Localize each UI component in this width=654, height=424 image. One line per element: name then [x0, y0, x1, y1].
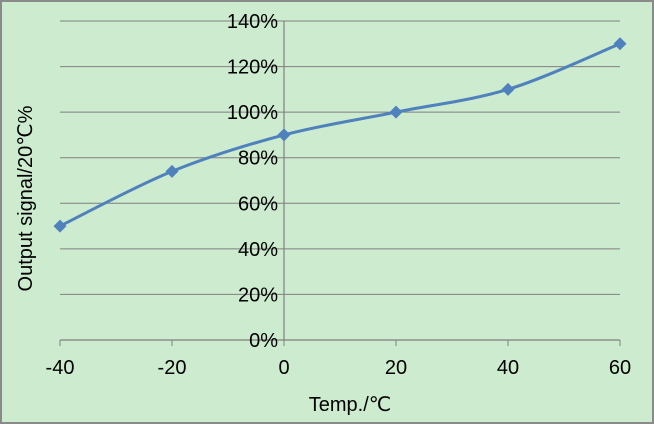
x-tick-label: 0 — [278, 357, 289, 379]
x-tick-label: -20 — [158, 357, 187, 379]
y-tick-label: 100% — [227, 102, 278, 124]
tick-labels: 0% 20% 40% 60% 80% 100% 120% 140% -40 -20 0 20 40 60 — [46, 11, 632, 379]
series-line — [58, 42, 622, 228]
data-point-marker — [53, 219, 67, 233]
y-tick-label: 20% — [238, 284, 278, 306]
y-tick-label: 80% — [238, 148, 278, 170]
axes — [59, 21, 621, 346]
data-point-marker — [613, 37, 627, 51]
y-tick-label: 0% — [249, 330, 278, 352]
x-tick-label: -40 — [46, 357, 75, 379]
y-tick-label: 140% — [227, 11, 278, 33]
y-tick-label: 40% — [238, 239, 278, 261]
x-tick-label: 40 — [497, 357, 519, 379]
data-point-marker — [165, 164, 179, 178]
x-axis-title: Temp./℃ — [309, 394, 391, 416]
data-point-marker — [389, 105, 403, 119]
x-tick-label: 60 — [609, 357, 631, 379]
series-layer — [53, 37, 627, 233]
data-point-marker — [277, 128, 291, 142]
y-tick-label: 120% — [227, 57, 278, 79]
y-tick-label: 60% — [238, 193, 278, 215]
gridlines — [60, 20, 620, 295]
x-tick-label: 20 — [385, 357, 407, 379]
data-point-marker — [501, 82, 515, 96]
y-axis-title: Output signal/20℃% — [15, 105, 37, 291]
